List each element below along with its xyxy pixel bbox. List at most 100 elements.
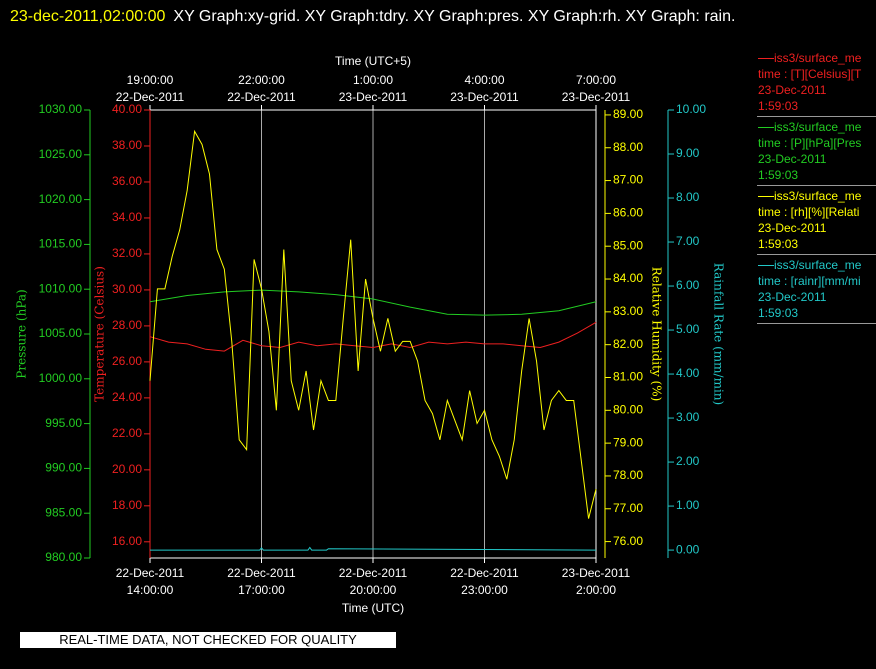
y-tick-label: 1.00 <box>676 498 700 512</box>
x2-axis-title: Time (UTC+5) <box>335 54 411 68</box>
x2-tick-label: 7:00:00 <box>576 73 616 87</box>
x-tick-label: 22-Dec-2011 <box>227 566 296 580</box>
legend-name: iss3/surface_me <box>774 120 862 134</box>
x2-tick-label: 22-Dec-2011 <box>116 90 185 104</box>
y-tick-label: 77.00 <box>613 501 643 515</box>
y-tick-label: 79.00 <box>613 435 643 449</box>
x2-tick-label: 23-Dec-2011 <box>450 90 519 104</box>
y-tick-label: 30.00 <box>112 282 142 296</box>
y-tick-label: 40.00 <box>112 102 142 116</box>
legend-swatch <box>758 196 774 198</box>
legend-line: 23-Dec-2011 <box>758 290 827 304</box>
legend: iss3/surface_me time : [T][Celsius][T 23-D… <box>757 48 876 324</box>
y-tick-label: 985.00 <box>45 505 82 519</box>
y-tick-label: 38.00 <box>112 138 142 152</box>
x-tick-label: 22-Dec-2011 <box>450 566 519 580</box>
title-time: 23-dec-2011,02:00:00 <box>10 8 166 25</box>
legend-name: iss3/surface_me <box>774 51 862 65</box>
x-tick-label: 23-Dec-2011 <box>562 566 631 580</box>
x2-tick-label: 4:00:00 <box>464 73 504 87</box>
x-tick-label: 22-Dec-2011 <box>339 566 408 580</box>
y-tick-label: 7.00 <box>676 234 700 248</box>
y-tick-label: 22.00 <box>112 426 142 440</box>
y-tick-label: 16.00 <box>112 534 142 548</box>
y-tick-label: 82.00 <box>613 337 643 351</box>
y-tick-label: 89.00 <box>613 107 643 121</box>
y-tick-label: 5.00 <box>676 322 700 336</box>
x-tick-label: 2:00:00 <box>576 583 616 597</box>
legend-head: iss3/surface_me <box>758 50 876 66</box>
legend-line: 1:59:03 <box>758 99 799 113</box>
y-tick-label: 32.00 <box>112 246 142 260</box>
x-tick-label: 23:00:00 <box>461 583 508 597</box>
y-tick-label: 86.00 <box>613 206 643 220</box>
x2-tick-label: 19:00:00 <box>127 73 174 87</box>
title-text: XY Graph:xy-grid. XY Graph:tdry. XY Grap… <box>173 8 736 25</box>
y-tick-label: 78.00 <box>613 468 643 482</box>
y-tick-label: 990.00 <box>45 461 82 475</box>
series-line <box>149 321 597 352</box>
legend-line: 1:59:03 <box>758 237 799 251</box>
series-line <box>150 546 597 551</box>
legend-head: iss3/surface_me <box>758 119 876 135</box>
y-tick-label: 6.00 <box>676 278 700 292</box>
legend-name: iss3/surface_me <box>774 189 862 203</box>
y-tick-label: 80.00 <box>613 402 643 416</box>
y-axis-title: Pressure (hPa) <box>15 289 29 378</box>
x-tick-label: 22-Dec-2011 <box>116 566 185 580</box>
legend-line: 1:59:03 <box>758 306 799 320</box>
x-tick-label: 17:00:00 <box>238 583 285 597</box>
y-tick-label: 0.00 <box>676 542 700 556</box>
x-tick-label: 20:00:00 <box>350 583 397 597</box>
y-tick-label: 10.00 <box>676 102 706 116</box>
y-tick-label: 3.00 <box>676 410 700 424</box>
y-tick-label: 1005.00 <box>39 326 83 340</box>
y-axis-title: Relative Humidity (%) <box>650 267 664 402</box>
y-tick-label: 995.00 <box>45 416 82 430</box>
y-tick-label: 34.00 <box>112 210 142 224</box>
y-tick-label: 9.00 <box>676 146 700 160</box>
y-tick-label: 26.00 <box>112 354 142 368</box>
chart: 22-Dec-2011 14:00:00 22-Dec-2011 17:00:00 22… <box>15 54 726 615</box>
series-line <box>149 289 597 316</box>
y-axis-title: Rainfall Rate (mm/min) <box>712 263 726 405</box>
y-tick-label: 1030.00 <box>39 102 83 116</box>
y-tick-label: 2.00 <box>676 454 700 468</box>
y-tick-label: 4.00 <box>676 366 700 380</box>
x2-tick-label: 23-Dec-2011 <box>339 90 408 104</box>
y-axis-title: Temperature (Celsius) <box>93 266 107 402</box>
y-tick-label: 87.00 <box>613 173 643 187</box>
legend-line: 1:59:03 <box>758 168 799 182</box>
y-tick-label: 18.00 <box>112 498 142 512</box>
y-tick-label: 84.00 <box>613 271 643 285</box>
y-tick-label: 81.00 <box>613 370 643 384</box>
y-tick-label: 8.00 <box>676 190 700 204</box>
legend-name: iss3/surface_me <box>774 258 862 272</box>
legend-line: 23-Dec-2011 <box>758 221 827 235</box>
legend-head: iss3/surface_me <box>758 257 876 273</box>
legend-line: time : [rh][%][Relati <box>758 205 860 219</box>
legend-line: time : [rainr][mm/mi <box>758 274 861 288</box>
y-tick-label: 83.00 <box>613 304 643 318</box>
legend-swatch <box>758 265 774 267</box>
footer: REAL-TIME DATA, NOT CHECKED FOR QUALITY <box>20 632 396 648</box>
x-tick-label: 14:00:00 <box>127 583 174 597</box>
legend-line: time : [P][hPa][Pres <box>758 136 862 150</box>
x-axis-title: Time (UTC) <box>342 601 404 615</box>
legend-swatch <box>758 127 774 129</box>
x2-tick-label: 22:00:00 <box>238 73 285 87</box>
y-tick-label: 28.00 <box>112 318 142 332</box>
y-tick-label: 88.00 <box>613 140 643 154</box>
legend-line: 23-Dec-2011 <box>758 152 827 166</box>
legend-line: time : [T][Celsius][T <box>758 67 862 81</box>
y-tick-label: 1020.00 <box>39 192 83 206</box>
title: 23-dec-2011,02:00:00 XY Graph:xy-grid. XY… <box>10 2 860 31</box>
x2-tick-label: 22-Dec-2011 <box>227 90 296 104</box>
y-tick-label: 24.00 <box>112 390 142 404</box>
legend-head: iss3/surface_me <box>758 188 876 204</box>
legend-line: 23-Dec-2011 <box>758 83 827 97</box>
legend-swatch <box>758 58 774 60</box>
